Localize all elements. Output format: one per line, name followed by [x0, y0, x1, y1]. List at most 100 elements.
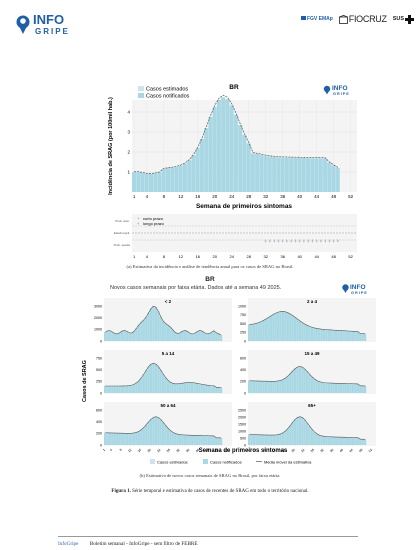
plus-cross-icon [405, 14, 414, 24]
age-panel-x-tick: 24 [156, 448, 161, 453]
incidence-x-tick: 44 [314, 194, 320, 199]
age-panel-y-tick: 1500 [238, 422, 246, 426]
legend-label-estimated: Casos estimados [146, 87, 188, 93]
trend-marker-short: + [328, 238, 331, 243]
age-panel-moving-avg [105, 305, 222, 336]
panel-b-legend: Casos estimados Casos notificados Média … [150, 459, 312, 465]
age-panel-y-tick: 0 [100, 391, 102, 395]
trend-marker-short: + [324, 238, 327, 243]
trend-x-tick: 8 [163, 254, 166, 259]
age-panel-x-tick: 28 [166, 448, 171, 453]
svg-text:+: + [137, 221, 140, 226]
logo-line1: INFO [33, 12, 64, 27]
incidence-x-tick: 8 [163, 194, 166, 199]
age-panel: 2 a 4 1000 750 500 250 0 [238, 298, 376, 343]
incidence-y-tick: 3 [127, 130, 130, 135]
panel-b-legend-moving-avg: Média móvel da estimativa [264, 460, 312, 465]
trend-marker-long: + [286, 239, 289, 244]
trend-legend: + curto prazo + longo prazo [137, 216, 165, 226]
trend-markers: ++ ++ ++ ++ ++ ++ ++ ++ ++ ++ ++ ++ ++ ++ ++ ++ ++ ++ [265, 238, 340, 245]
trend-marker-long: + [303, 239, 306, 244]
trend-x-tick: 1 [133, 254, 136, 259]
age-panel: < 2 3000 2000 1000 0 [94, 298, 232, 343]
trend-x-tick: 12 [179, 254, 184, 259]
footer-left: InfoGripe [58, 541, 79, 547]
age-panel-y-tick: 2500 [238, 408, 246, 412]
trend-marker-long: + [265, 239, 268, 244]
age-panel-bars [248, 416, 367, 445]
figure-caption: Figura 1. Série temporal e estimativa de… [0, 489, 420, 494]
trend-x-tick: 4 [146, 254, 149, 259]
trend-marker-long: + [299, 239, 302, 244]
svg-text:Prob. queda: Prob. queda [114, 243, 131, 247]
panel-b-title: BR [205, 276, 215, 283]
age-panel: 15 a 49 600 400 200 0 [240, 350, 376, 395]
caption-b: (b) Estimativa de novos casos semanais d… [139, 473, 281, 478]
trend-marker-long: + [337, 239, 340, 244]
age-panel-x-tick: 16 [281, 448, 286, 453]
trend-marker-long: + [311, 239, 314, 244]
footer-right: Boletim semanal - InfoGripe - sem filtro… [89, 541, 198, 547]
trend-marker-short: + [294, 238, 297, 243]
age-panel-y-tick: 200 [96, 432, 102, 436]
age-panel: 5 a 14 750 500 250 0 [96, 350, 232, 395]
trend-x-ticks: 1 4 8 12 16 20 24 28 32 36 40 44 48 52 [133, 254, 354, 259]
age-panel-bars [104, 363, 223, 393]
incidence-y-axis-label: Incidência de SRAG (por 100mil hab.) [108, 97, 114, 195]
age-panel-x-tick: 16 [137, 448, 142, 453]
age-panel-y-tick: 2000 [238, 415, 246, 419]
chart-infogripe-logo: INFO GRIPE [323, 85, 350, 96]
trend-marker-short: + [299, 238, 302, 243]
trend-x-tick: 52 [348, 254, 353, 259]
age-panel-x-tick: 36 [185, 448, 190, 453]
partner-logos: FGV EMAp FIOCRUZ SUS [300, 14, 414, 24]
trend-marker-long: + [282, 239, 285, 244]
panel-b-legend-estimated: Casos estimados [157, 460, 188, 465]
incidence-x-ticks: 1 4 8 12 16 20 24 28 32 36 40 44 48 52 [133, 194, 354, 199]
chart-logo-line2: GRIPE [333, 92, 350, 96]
incidence-y-tick: 2 [127, 150, 130, 155]
figure-caption-label: Figura 1. [111, 489, 131, 494]
incidence-x-tick: 16 [195, 194, 201, 199]
trend-x-tick: 24 [230, 254, 235, 259]
panel-b-subtitle: Novos casos semanais por faixa etária. D… [110, 285, 282, 291]
caption-a: (a) Estimativa da incidência e análise d… [126, 264, 294, 269]
age-panel-x-tick: 40 [339, 448, 344, 453]
trend-marker-short: + [307, 238, 310, 243]
age-panel-bars [248, 366, 367, 393]
age-panel-x-tick: 52 [368, 448, 373, 453]
age-panel-y-tick: 0 [244, 443, 246, 447]
age-panel-y-tick: 750 [96, 356, 102, 360]
trend-x-tick: 20 [213, 254, 218, 259]
trend-marker-short: + [277, 238, 280, 243]
age-panel-y-tick: 500 [240, 322, 246, 326]
age-panel-label: < 2 [165, 299, 172, 304]
trend-marker-short: + [290, 238, 293, 243]
age-panel-x-tick: 20 [146, 448, 151, 453]
age-panel-y-tick: 600 [240, 356, 246, 360]
age-panel-bars [104, 416, 223, 445]
svg-text:GRIPE: GRIPE [351, 291, 368, 295]
incidence-x-tick: 32 [263, 194, 269, 199]
trend-marker-short: + [315, 238, 318, 243]
svg-text:INFO: INFO [350, 284, 366, 291]
trend-marker-short: + [286, 238, 289, 243]
trend-marker-short: + [311, 238, 314, 243]
age-panel-y-tick: 0 [100, 443, 102, 447]
trend-marker-short: + [320, 238, 323, 243]
incidence-x-tick: 1 [133, 194, 136, 199]
age-panel-bars [248, 311, 367, 341]
trend-marker-long: + [320, 239, 323, 244]
age-panel-label: 50 a 64 [160, 403, 176, 408]
legend-label-notified: Casos notificados [146, 94, 190, 100]
age-panel-y-tick: 0 [100, 339, 102, 343]
panel-b-y-axis-label: Casos de SRAG [82, 360, 88, 402]
incidence-x-tick: 12 [178, 194, 184, 199]
age-panel-x-tick: 12 [271, 448, 276, 453]
trend-marker-long: + [273, 239, 276, 244]
incidence-chart: BR Casos estimados Casos notificados Méd… [108, 84, 357, 210]
age-panel-label: 2 a 4 [307, 299, 318, 304]
incidence-x-tick: 48 [331, 194, 337, 199]
age-panel-x-tick: 4 [109, 448, 113, 452]
